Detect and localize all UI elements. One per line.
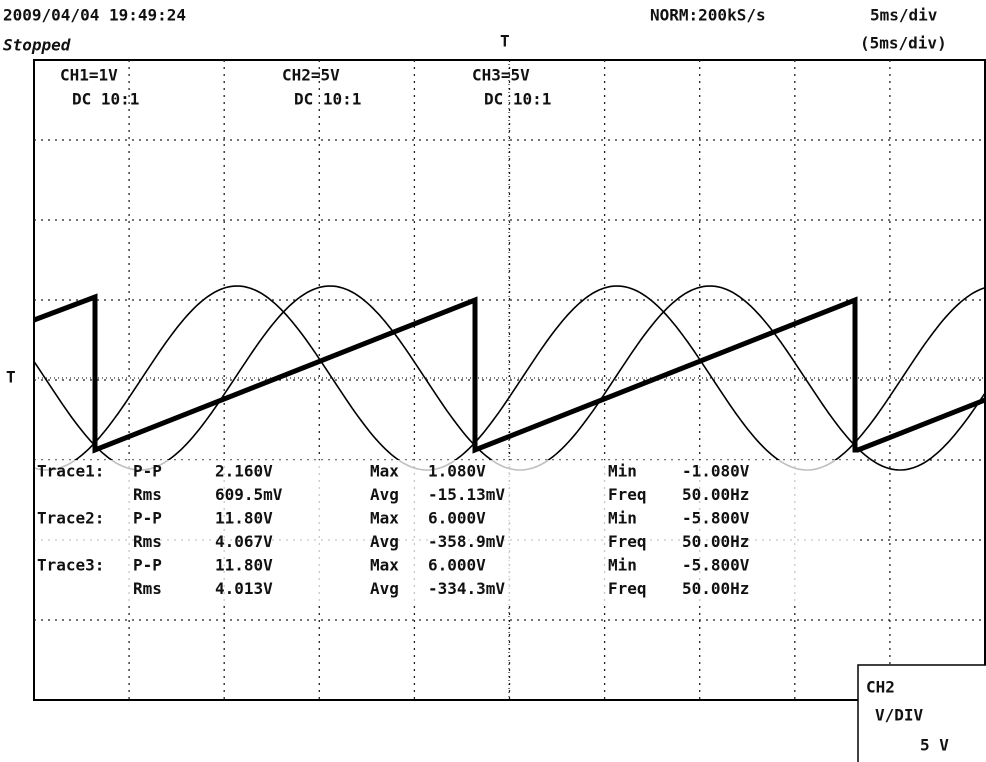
measurement-cell: 4.013V [215, 579, 273, 598]
vdiv-panel [857, 664, 986, 762]
measurement-cell: 6.000V [428, 556, 486, 575]
measurement-cell: Rms [133, 532, 162, 551]
channel-coupling: DC 10:1 [72, 90, 139, 109]
measurement-cell: -358.9mV [428, 532, 505, 551]
channel-scale: CH1=1V [60, 66, 118, 85]
measurement-cell: Rms [133, 579, 162, 598]
measurement-cell: Min [608, 509, 637, 528]
measurement-cell: Trace2: [37, 509, 104, 528]
measurement-cell: 2.160V [215, 462, 273, 481]
timebase-actual: (5ms/div) [860, 34, 947, 53]
measurement-cell: -334.3mV [428, 579, 505, 598]
measurement-cell: Trace3: [37, 556, 104, 575]
timebase: 5ms/div [870, 6, 938, 25]
measurement-cell: Avg [370, 579, 399, 598]
panel-value: 5 V [920, 736, 949, 755]
measurement-cell: Trace1: [37, 462, 104, 481]
trigger-position: T [500, 32, 510, 51]
channel-labels: CH1=1V DC 10:1 CH2=5V DC 10:1 CH3=5V DC 10:1 [60, 66, 551, 109]
measurement-cell: P-P [133, 509, 162, 528]
measurement-cell: Avg [370, 485, 399, 504]
measurement-cell: 11.80V [215, 509, 273, 528]
measurement-cell: Freq [608, 579, 647, 598]
trigger-level: T [6, 368, 16, 387]
measurement-cell: 50.00Hz [682, 485, 749, 504]
channel-coupling: DC 10:1 [484, 90, 551, 109]
measurement-cell: -15.13mV [428, 485, 505, 504]
channel-scale: CH2=5V [282, 66, 340, 85]
measurement-cell: 4.067V [215, 532, 273, 551]
measurement-cell: -1.080V [682, 462, 750, 481]
channel-coupling: DC 10:1 [294, 90, 361, 109]
measurement-cell: Min [608, 462, 637, 481]
measurement-cell: Max [370, 556, 399, 575]
measurement-cell: Min [608, 556, 637, 575]
measurement-cell: P-P [133, 462, 162, 481]
measurement-cell: Freq [608, 532, 647, 551]
panel-channel: CH2 [866, 678, 895, 697]
panel-label: V/DIV [875, 706, 924, 725]
acquisition-mode: NORM:200kS/s [650, 6, 766, 25]
measurement-cell: -5.800V [682, 509, 750, 528]
measurement-cell: 609.5mV [215, 485, 283, 504]
measurements: Trace1: P-P 2.160V Max 1.080V Min -1.080V Rms 60… [35, 460, 857, 605]
measurement-cell: P-P [133, 556, 162, 575]
measurement-cell: 50.00Hz [682, 579, 749, 598]
measurement-cell: Max [370, 509, 399, 528]
measurement-background [35, 460, 857, 605]
datetime: 2009/04/04 19:49:24 [3, 6, 186, 25]
measurement-cell: 11.80V [215, 556, 273, 575]
measurement-cell: Rms [133, 485, 162, 504]
measurement-cell: Freq [608, 485, 647, 504]
measurement-cell: 50.00Hz [682, 532, 749, 551]
measurement-cell: 6.000V [428, 509, 486, 528]
measurement-cell: Avg [370, 532, 399, 551]
measurement-cell: 1.080V [428, 462, 486, 481]
measurement-cell: Max [370, 462, 399, 481]
measurement-cell: -5.800V [682, 556, 750, 575]
channel-scale: CH3=5V [472, 66, 530, 85]
status: Stopped [3, 36, 71, 55]
sawtooth-trace [33, 293, 986, 454]
